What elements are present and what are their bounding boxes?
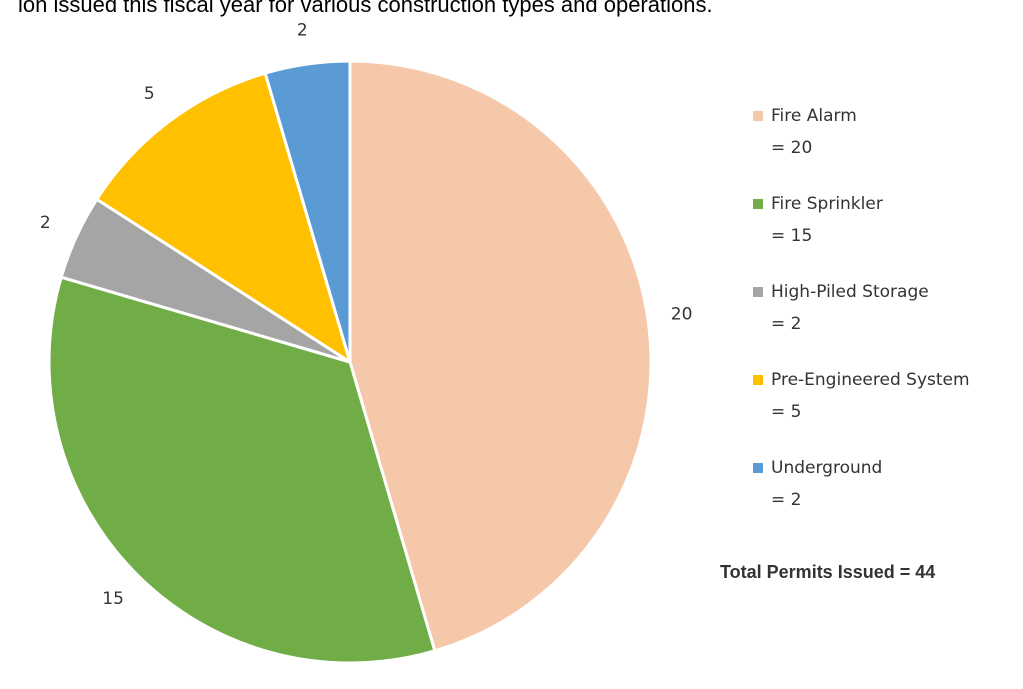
total-annotation: Total Permits Issued = 44	[720, 562, 935, 582]
legend-swatch	[753, 287, 763, 297]
legend-swatch	[753, 375, 763, 385]
data-label: 20	[671, 304, 693, 324]
data-label: 5	[144, 84, 155, 104]
data-label: 2	[40, 213, 51, 233]
data-label: 2	[297, 20, 308, 40]
legend-label: Underground	[771, 458, 882, 478]
legend-swatch	[753, 111, 763, 121]
legend-value: = 2	[771, 314, 801, 334]
legend-value: = 2	[771, 490, 801, 510]
legend-swatch	[753, 463, 763, 473]
legend-value: = 20	[771, 138, 812, 158]
chart-title: ion issued this fiscal year for various …	[18, 0, 713, 17]
legend-label: Fire Sprinkler	[771, 194, 883, 214]
pie-slice	[47, 275, 437, 665]
legend-label: Fire Alarm	[771, 106, 857, 126]
pie-slice	[348, 59, 653, 653]
legend-swatch	[753, 199, 763, 209]
legend-value: = 5	[771, 402, 801, 422]
data-label: 15	[102, 589, 124, 609]
legend-value: = 15	[771, 226, 812, 246]
legend-label: Pre-Engineered System	[771, 370, 970, 390]
pie-slice	[94, 71, 353, 366]
legend-label: High-Piled Storage	[771, 282, 929, 302]
pie-slice	[263, 59, 352, 363]
